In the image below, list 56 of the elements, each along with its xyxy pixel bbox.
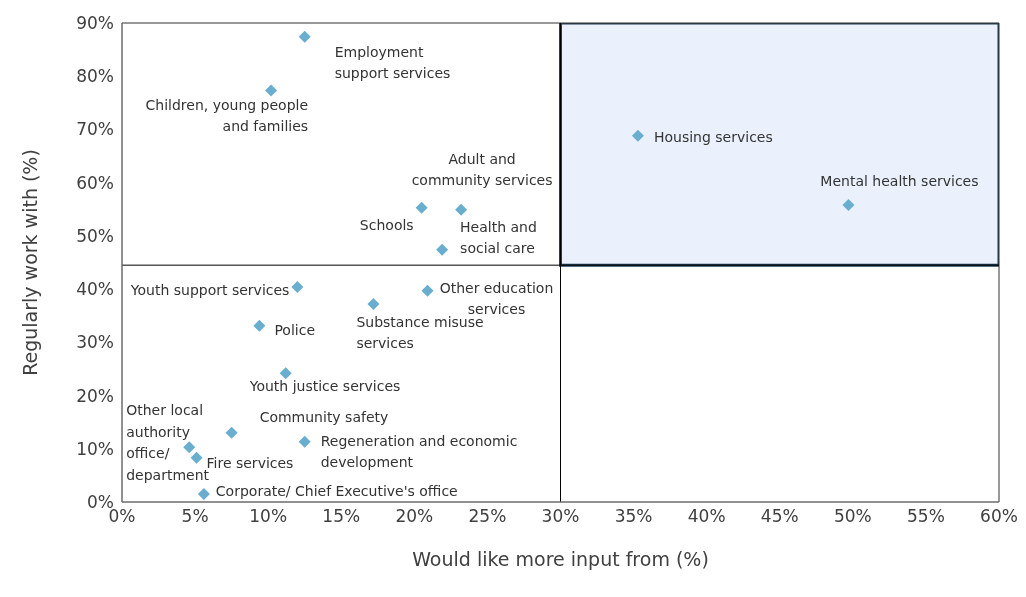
annotation: Youth support services xyxy=(129,281,290,298)
x-tick-label: 35% xyxy=(614,506,653,527)
annotation: Schools xyxy=(359,216,414,233)
point xyxy=(279,367,292,380)
y-tick-label: 10% xyxy=(76,438,114,459)
annotation: Housing services xyxy=(653,128,773,145)
point xyxy=(367,298,380,311)
point xyxy=(265,84,278,97)
y-tick-label: 60% xyxy=(76,172,114,193)
y-axis-title: Regularly work with (%) xyxy=(18,149,41,376)
annotation: Children, young people and families xyxy=(145,96,309,134)
annotation: Corporate/ Chief Executive's office xyxy=(215,483,458,500)
y-tick-label: 90% xyxy=(76,13,114,34)
annotation: Police xyxy=(274,321,316,338)
x-tick-label: 10% xyxy=(249,506,288,527)
x-tick-label: 50% xyxy=(833,506,872,527)
x-tick-label: 15% xyxy=(322,506,361,527)
x-tick-label: 20% xyxy=(395,506,434,527)
x-tick-label: 60% xyxy=(980,506,1018,527)
annotation: Adult and community services xyxy=(411,150,553,188)
point xyxy=(415,201,428,214)
annotation: Employment support services xyxy=(334,43,451,81)
y-tick-label: 70% xyxy=(76,119,114,140)
point xyxy=(197,488,210,501)
point xyxy=(298,30,311,43)
point xyxy=(183,441,196,454)
point xyxy=(842,199,855,212)
point xyxy=(455,203,468,216)
point xyxy=(253,319,266,332)
point xyxy=(291,280,304,293)
x-tick-label: 30% xyxy=(541,506,580,527)
point xyxy=(190,451,203,464)
y-tick-label: 80% xyxy=(76,66,114,87)
y-tick-label: 20% xyxy=(76,385,114,406)
x-tick-label: 25% xyxy=(468,506,507,527)
annotation: Community safety xyxy=(259,408,389,425)
x-tick-label: 55% xyxy=(907,506,945,527)
x-tick-label: 5% xyxy=(181,506,209,527)
point xyxy=(298,435,311,448)
y-tick-label: 30% xyxy=(76,332,114,353)
point xyxy=(421,284,434,297)
annotation: Fire services xyxy=(206,454,294,471)
x-tick-label: 40% xyxy=(687,506,726,527)
annotation: Other education services xyxy=(439,279,554,317)
annotation: Youth justice services xyxy=(248,378,401,395)
point xyxy=(631,129,644,142)
y-tick-label: 50% xyxy=(76,225,114,246)
point xyxy=(436,243,449,256)
x-axis-title: Would like more input from (%) xyxy=(412,548,709,570)
annotation: Health and social care xyxy=(460,218,537,256)
y-tick-label: 40% xyxy=(76,279,114,300)
annotation: Substance misuse services xyxy=(356,314,484,352)
annotation: Mental health services xyxy=(820,173,979,190)
point xyxy=(225,426,238,439)
annotation: Regeneration and economic development xyxy=(320,432,518,470)
x-tick-label: 45% xyxy=(760,506,799,527)
